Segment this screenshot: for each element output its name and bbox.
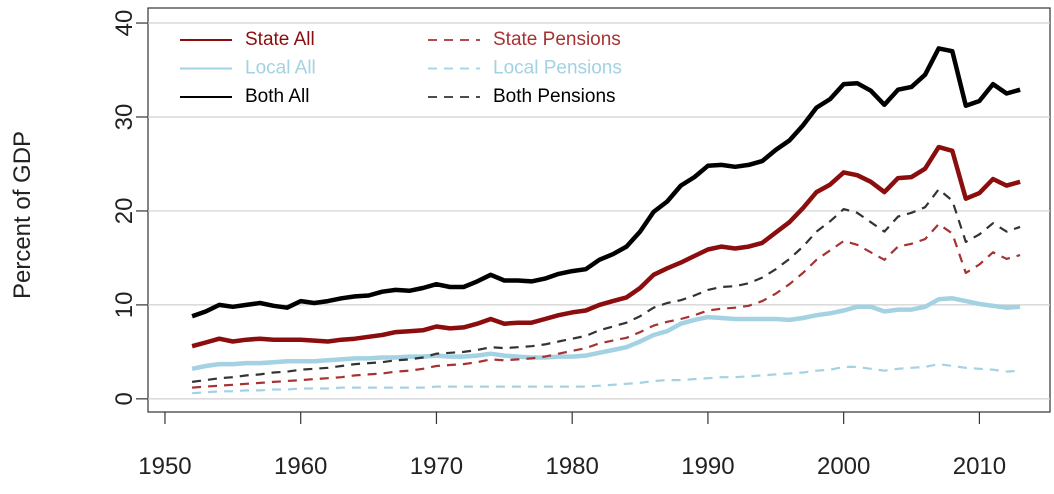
legend-label: State All	[245, 29, 315, 50]
legend-label: Both All	[245, 86, 309, 107]
legend-label: State Pensions	[493, 29, 621, 50]
y-axis-label: Percent of GDP	[9, 131, 36, 299]
x-tick-label: 1960	[274, 453, 327, 480]
y-tick-label: 30	[111, 104, 138, 131]
series-line	[191, 144, 1021, 349]
x-tick-label: 1970	[410, 453, 463, 480]
series-line	[191, 188, 1021, 383]
plot-frame	[147, 7, 1051, 413]
legend-label: Local Pensions	[493, 58, 622, 79]
x-tick-label: 1950	[138, 453, 191, 480]
y-tick-label: 10	[111, 292, 138, 319]
legend-label: Both Pensions	[493, 86, 616, 107]
y-tick-label: 40	[111, 10, 138, 37]
x-tick-label: 1980	[545, 453, 598, 480]
series-line	[192, 363, 1021, 395]
x-tick-label: 2000	[817, 453, 870, 480]
series-line	[191, 296, 1021, 372]
series-line	[192, 223, 1021, 389]
y-tick-label: 0	[111, 392, 138, 405]
legend-label: Local All	[245, 58, 316, 79]
series-line	[191, 46, 1021, 319]
y-tick-label: 20	[111, 198, 138, 225]
x-tick-label: 2010	[953, 453, 1006, 480]
x-tick-label: 1990	[681, 453, 734, 480]
